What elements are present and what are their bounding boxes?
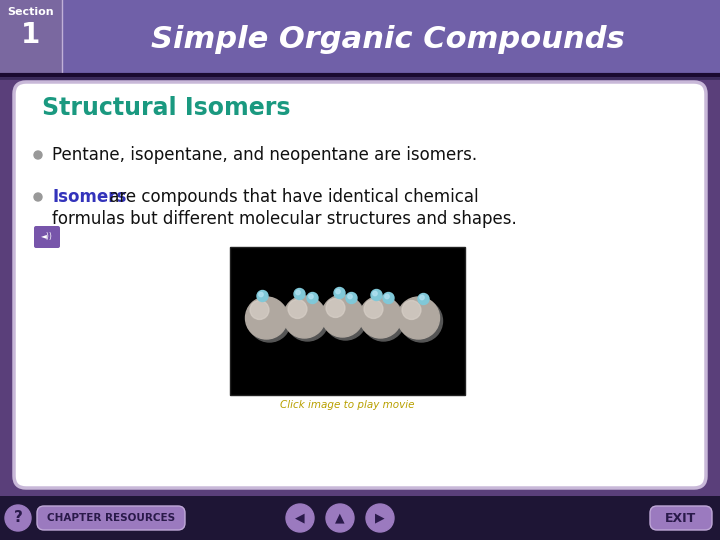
Circle shape [334,287,345,299]
Circle shape [34,151,42,159]
Circle shape [397,297,439,339]
Circle shape [373,291,377,296]
Circle shape [322,295,364,337]
FancyBboxPatch shape [14,82,706,488]
Circle shape [384,294,390,299]
Circle shape [420,295,424,300]
FancyBboxPatch shape [0,75,720,496]
Circle shape [286,504,314,532]
Text: EXIT: EXIT [665,511,697,524]
Ellipse shape [327,507,353,529]
Circle shape [359,296,402,338]
Text: Isomers: Isomers [52,188,127,206]
Circle shape [5,505,31,531]
Text: ?: ? [14,510,22,525]
Ellipse shape [287,507,313,529]
Circle shape [326,299,345,318]
Text: Pentane, isopentane, and neopentane are isomers.: Pentane, isopentane, and neopentane are … [52,146,477,164]
Text: Simple Organic Compounds: Simple Organic Compounds [151,25,625,55]
Circle shape [34,193,42,201]
Circle shape [366,504,394,532]
Circle shape [250,301,269,320]
Circle shape [400,300,443,342]
Text: Click image to play movie: Click image to play movie [280,400,415,410]
Text: CHAPTER RESOURCES: CHAPTER RESOURCES [47,513,175,523]
Text: Section: Section [8,7,54,17]
Circle shape [294,288,305,300]
Circle shape [326,504,354,532]
Text: are compounds that have identical chemical: are compounds that have identical chemic… [104,188,479,206]
Circle shape [246,297,287,339]
Circle shape [348,294,352,299]
Circle shape [371,289,382,300]
Circle shape [309,294,313,299]
Circle shape [402,301,421,320]
Text: ▶: ▶ [375,511,384,524]
Circle shape [287,299,328,341]
Ellipse shape [367,507,393,529]
Text: 1: 1 [22,21,40,49]
Text: ▲: ▲ [336,511,345,524]
Circle shape [284,296,325,338]
FancyBboxPatch shape [34,226,60,248]
Circle shape [364,300,383,319]
Circle shape [325,298,366,340]
Circle shape [288,300,307,319]
Circle shape [296,291,300,295]
Circle shape [257,291,268,301]
Circle shape [336,289,340,294]
Text: formulas but different molecular structures and shapes.: formulas but different molecular structu… [52,210,517,228]
FancyBboxPatch shape [37,506,185,530]
FancyBboxPatch shape [62,0,720,75]
FancyBboxPatch shape [230,247,465,395]
FancyBboxPatch shape [0,496,720,540]
Text: ◄)): ◄)) [41,233,53,241]
Circle shape [258,292,264,296]
FancyBboxPatch shape [0,0,62,75]
FancyBboxPatch shape [650,506,712,530]
Text: ◀: ◀ [295,511,305,524]
Circle shape [346,293,357,303]
Circle shape [383,293,394,303]
Circle shape [418,294,429,305]
Circle shape [307,293,318,303]
Text: Structural Isomers: Structural Isomers [42,96,290,120]
Circle shape [248,300,290,342]
Circle shape [362,299,405,341]
